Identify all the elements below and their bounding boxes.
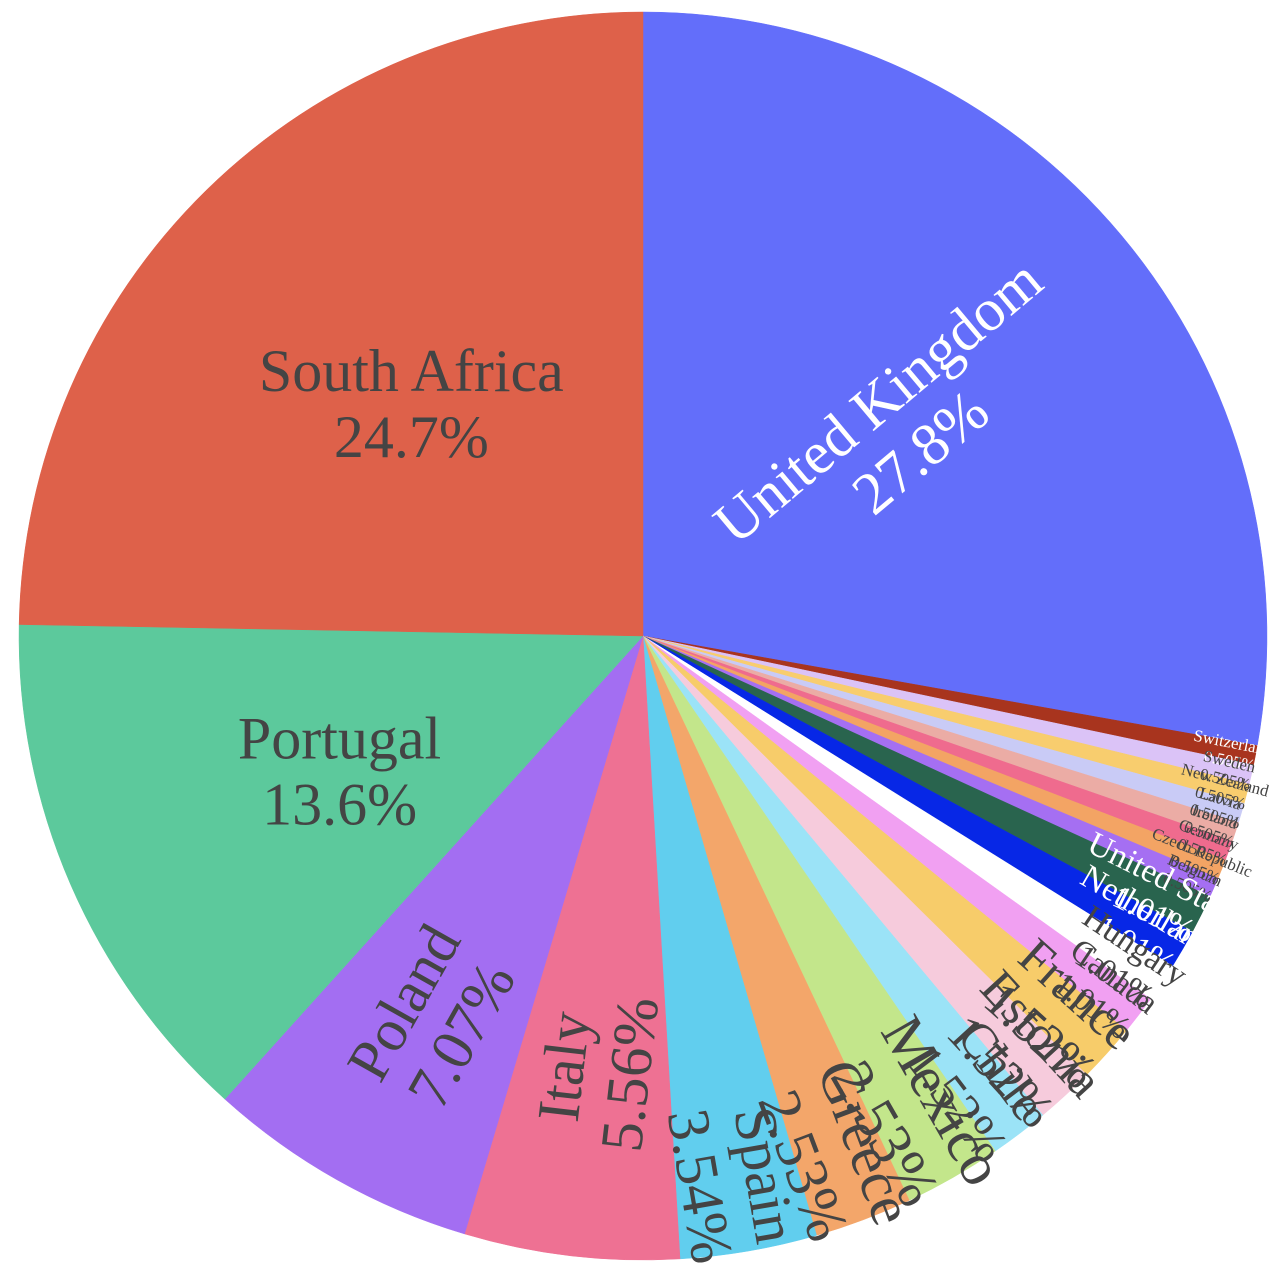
pie-slice-portugal[interactable] bbox=[18, 624, 644, 1100]
pie-label-name: Portugal bbox=[238, 706, 441, 772]
pie-label-name: South Africa bbox=[259, 338, 564, 404]
pie-slice-south-africa[interactable] bbox=[18, 11, 644, 637]
pie-slice-italy[interactable] bbox=[464, 635, 681, 1261]
pie-label-percent: 24.7% bbox=[334, 404, 489, 470]
pie-slices bbox=[18, 11, 1268, 1261]
pie-slice-united-kingdom[interactable] bbox=[642, 11, 1268, 746]
pie-label-percent: 13.6% bbox=[262, 772, 417, 838]
pie-slice-poland[interactable] bbox=[224, 635, 644, 1235]
pie-label-name: Italy bbox=[525, 1008, 603, 1125]
